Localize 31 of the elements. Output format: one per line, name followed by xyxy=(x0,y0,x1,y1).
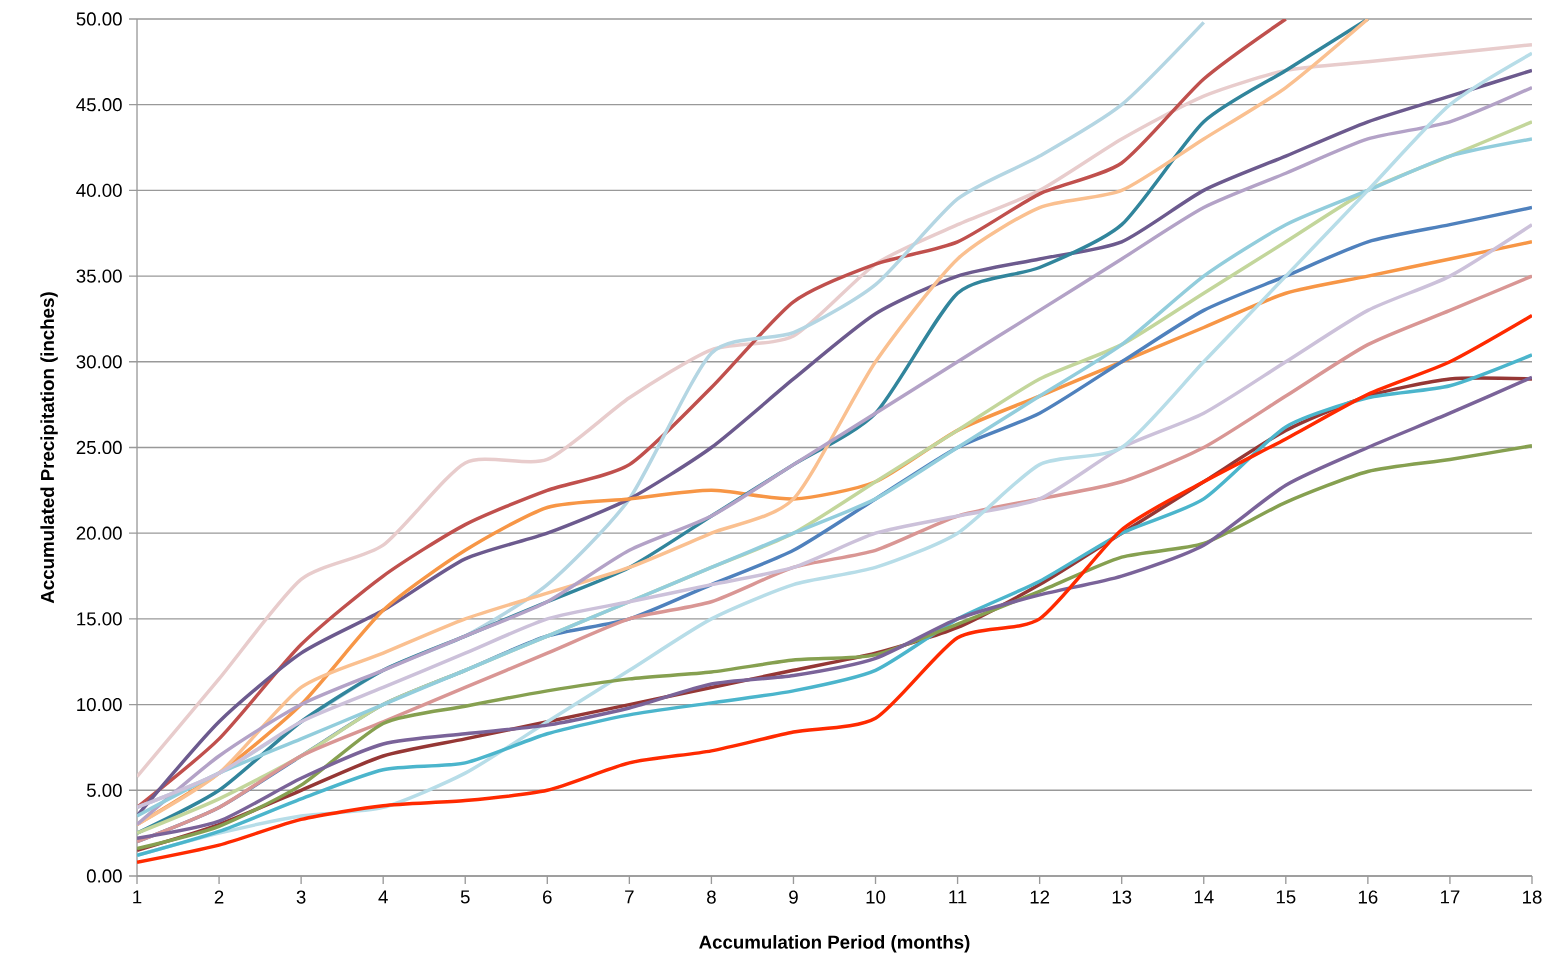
x-tick-label: 18 xyxy=(1523,890,1542,904)
x-tick-label: 8 xyxy=(707,890,716,904)
y-tick-label: 50.00 xyxy=(76,12,122,26)
y-tick-label: 30.00 xyxy=(76,355,122,369)
y-tick-label: 40.00 xyxy=(76,183,122,197)
y-tick-label: 10.00 xyxy=(77,697,122,712)
x-tick-label: 4 xyxy=(378,890,388,904)
x-tick-label: 10 xyxy=(866,890,886,904)
x-tick-label: 15 xyxy=(1276,890,1296,904)
x-tick-label: 17 xyxy=(1440,890,1460,904)
x-axis-title: Accumulation Period (months) xyxy=(699,935,970,953)
x-tick-label: 7 xyxy=(625,890,634,904)
x-tick-label: 13 xyxy=(1112,890,1132,904)
x-tick-label: 1 xyxy=(133,890,142,904)
y-tick-label: 25.00 xyxy=(76,440,122,455)
y-tick-label: 15.00 xyxy=(77,612,122,626)
y-tick-label: 45.00 xyxy=(76,98,122,112)
y-axis-title: Accumulated Precipitation (inches) xyxy=(40,292,58,604)
y-tick-label: 5.00 xyxy=(86,783,122,797)
x-tick-label: 5 xyxy=(460,890,470,904)
x-tick-label: 9 xyxy=(789,890,798,904)
x-tick-label: 3 xyxy=(296,890,306,904)
x-tick-label: 12 xyxy=(1030,890,1050,904)
y-tick-label: 0.00 xyxy=(86,869,122,883)
x-tick-label: 14 xyxy=(1194,890,1214,904)
x-tick-label: 2 xyxy=(214,890,224,904)
x-tick-label: 16 xyxy=(1358,890,1378,904)
x-tick-label: 6 xyxy=(543,890,552,904)
y-tick-label: 20.00 xyxy=(76,526,122,540)
y-tick-label: 35.00 xyxy=(76,269,122,283)
x-tick-label: 11 xyxy=(949,890,967,904)
